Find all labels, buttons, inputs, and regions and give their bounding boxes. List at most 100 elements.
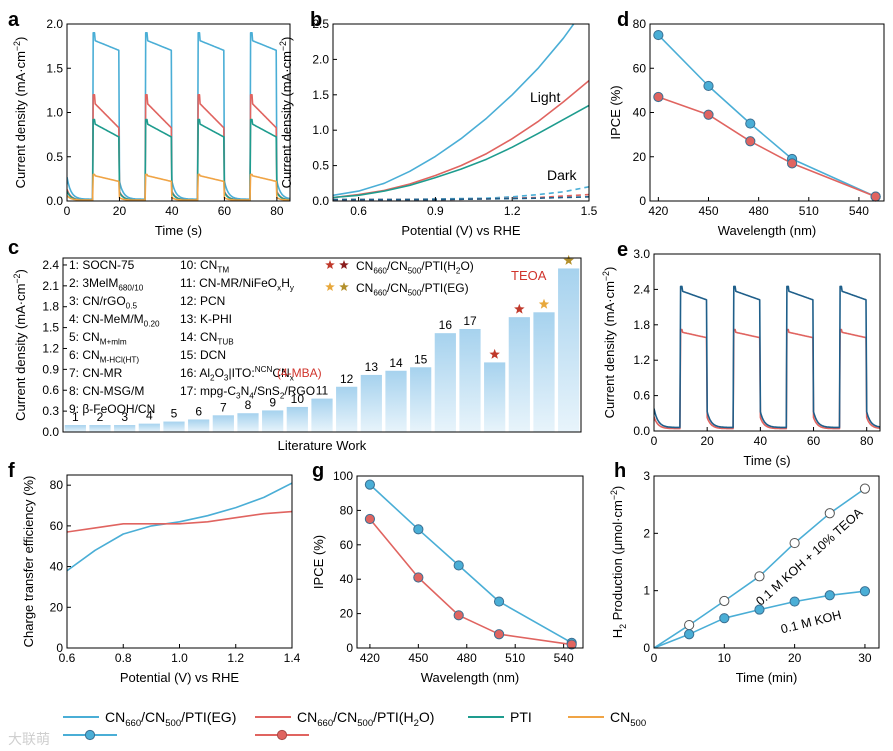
- x-tick-label: 480: [457, 651, 477, 665]
- legend-star: [325, 282, 335, 291]
- x-tick-label: 540: [849, 204, 869, 218]
- legend: CN660/CN500/PTI(EG) CN660/CN500/PTI(H2O) P…: [8, 709, 646, 747]
- bar: [237, 413, 259, 432]
- y-tick-label: 0.9: [42, 362, 59, 376]
- y-tick-label: 40: [633, 106, 647, 120]
- bar-label: 10: [291, 392, 305, 406]
- text-fragment: H: [281, 276, 290, 290]
- y-axis-label: Current density (mA·cm−2): [12, 269, 28, 421]
- y-axis-label: IPCE (%): [311, 535, 326, 589]
- plot-area: [67, 31, 290, 201]
- text-fragment: Production (μmol·cm: [610, 500, 625, 624]
- x-tick-label: 480: [749, 204, 769, 218]
- y-tick-label: 1.0: [312, 123, 329, 137]
- text-fragment: /CN: [333, 709, 357, 725]
- y-tick-label: 0.0: [633, 424, 650, 438]
- x-tick-label: 60: [807, 434, 821, 448]
- text-fragment: 660: [373, 267, 387, 276]
- reference-item: 14: CNTUB: [180, 330, 234, 347]
- y-tick-label: 60: [633, 61, 647, 75]
- bar: [533, 312, 555, 432]
- text-fragment: −2: [609, 490, 619, 500]
- y-tick-label: 20: [633, 150, 647, 164]
- y-tick-label: 1.2: [42, 341, 59, 355]
- series-line-1: [654, 285, 880, 429]
- text-fragment: x: [290, 374, 294, 383]
- bar-label: 13: [365, 360, 379, 374]
- bar-star: [563, 254, 574, 265]
- text-fragment: /PTI(EG): [421, 281, 468, 295]
- y-tick-label: 100: [333, 469, 353, 483]
- y-tick-label: 3.0: [633, 247, 650, 261]
- y-tick-label: 1.5: [312, 88, 329, 102]
- annotation-koh: 0.1 M KOH: [779, 608, 842, 637]
- reference-item: 1: SOCN-75: [69, 258, 135, 272]
- series-line-3: [333, 186, 589, 201]
- y-tick-label: 0.0: [42, 425, 59, 439]
- reference-item: 2: 3MelM680/10: [69, 276, 144, 293]
- x-tick-label: 80: [860, 434, 874, 448]
- bar: [138, 423, 160, 432]
- text-fragment: 500: [408, 289, 422, 298]
- text-fragment: 8: CN-MSG/M: [69, 384, 144, 398]
- reference-note-4mba: (4-MBA): [277, 366, 322, 380]
- panel-label: e: [617, 239, 628, 261]
- data-point: [413, 524, 424, 535]
- bar: [212, 415, 234, 432]
- text-fragment: 2: [280, 392, 285, 401]
- y-tick-label: 40: [50, 560, 64, 574]
- x-axis-label: Time (s): [155, 223, 202, 238]
- bar: [410, 367, 432, 432]
- reference-item: 11: CN-MR/NiFeOxHy: [180, 276, 295, 293]
- legend-label: PTI: [510, 709, 532, 725]
- text-fragment: 17: mpg-C: [180, 384, 236, 398]
- data-point: [364, 513, 376, 525]
- text-fragment: −2: [601, 271, 611, 281]
- x-tick-label: 450: [698, 204, 718, 218]
- panel-label: b: [310, 9, 322, 31]
- data-point: [859, 586, 871, 597]
- series-line-0: [333, 24, 575, 197]
- bar: [311, 398, 333, 432]
- panel-label: c: [8, 237, 19, 259]
- y-tick-label: 0.5: [312, 159, 329, 173]
- data-point: [789, 537, 800, 549]
- text-fragment: 16: Al: [180, 366, 210, 380]
- text-fragment: /PTI(H: [373, 709, 413, 725]
- reference-item: 16: Al2O3|ITO:NCNCNx: [180, 365, 294, 382]
- bar: [89, 425, 111, 432]
- axes-frame: [332, 23, 590, 202]
- x-tick-label: 20: [700, 434, 714, 448]
- text-fragment: 13: K-PHI: [180, 312, 232, 326]
- x-axis-label: Potential (V) vs RHE: [401, 223, 521, 238]
- reference-item: 4: CN-MeM/M0.20: [69, 312, 160, 329]
- data-point: [653, 29, 664, 41]
- legend-label: CN500: [610, 709, 646, 729]
- text-fragment: ): [610, 486, 625, 490]
- text-fragment: CN: [356, 281, 373, 295]
- text-fragment: TM: [217, 266, 229, 275]
- x-tick-label: 80: [270, 204, 284, 218]
- x-tick-label: 0.8: [115, 651, 132, 665]
- x-axis-label: Potential (V) vs RHE: [120, 670, 240, 685]
- text-fragment: ): [13, 37, 28, 41]
- text-fragment: 500: [357, 718, 373, 729]
- y-tick-label: 0.3: [42, 404, 59, 418]
- bar-label: 7: [220, 400, 227, 414]
- panel-d: 420 450 480 510 540 0 20 40 60 80 Wavelength (nm) I…: [608, 9, 885, 238]
- text-fragment: Current density (mA·cm: [13, 284, 28, 421]
- bar-label: 4: [146, 409, 153, 423]
- text-fragment: CN: [297, 709, 317, 725]
- data-point: [859, 483, 871, 494]
- x-tick-label: 1.4: [284, 651, 301, 665]
- legend-star: [339, 282, 349, 291]
- plot-area: [67, 482, 292, 572]
- x-tick-label: 40: [754, 434, 768, 448]
- text-fragment: 500: [165, 718, 181, 729]
- y-tick-label: 0.6: [633, 389, 650, 403]
- series-line-3: [67, 173, 290, 201]
- text-fragment: H: [610, 629, 625, 638]
- text-fragment: 0.20: [144, 320, 160, 329]
